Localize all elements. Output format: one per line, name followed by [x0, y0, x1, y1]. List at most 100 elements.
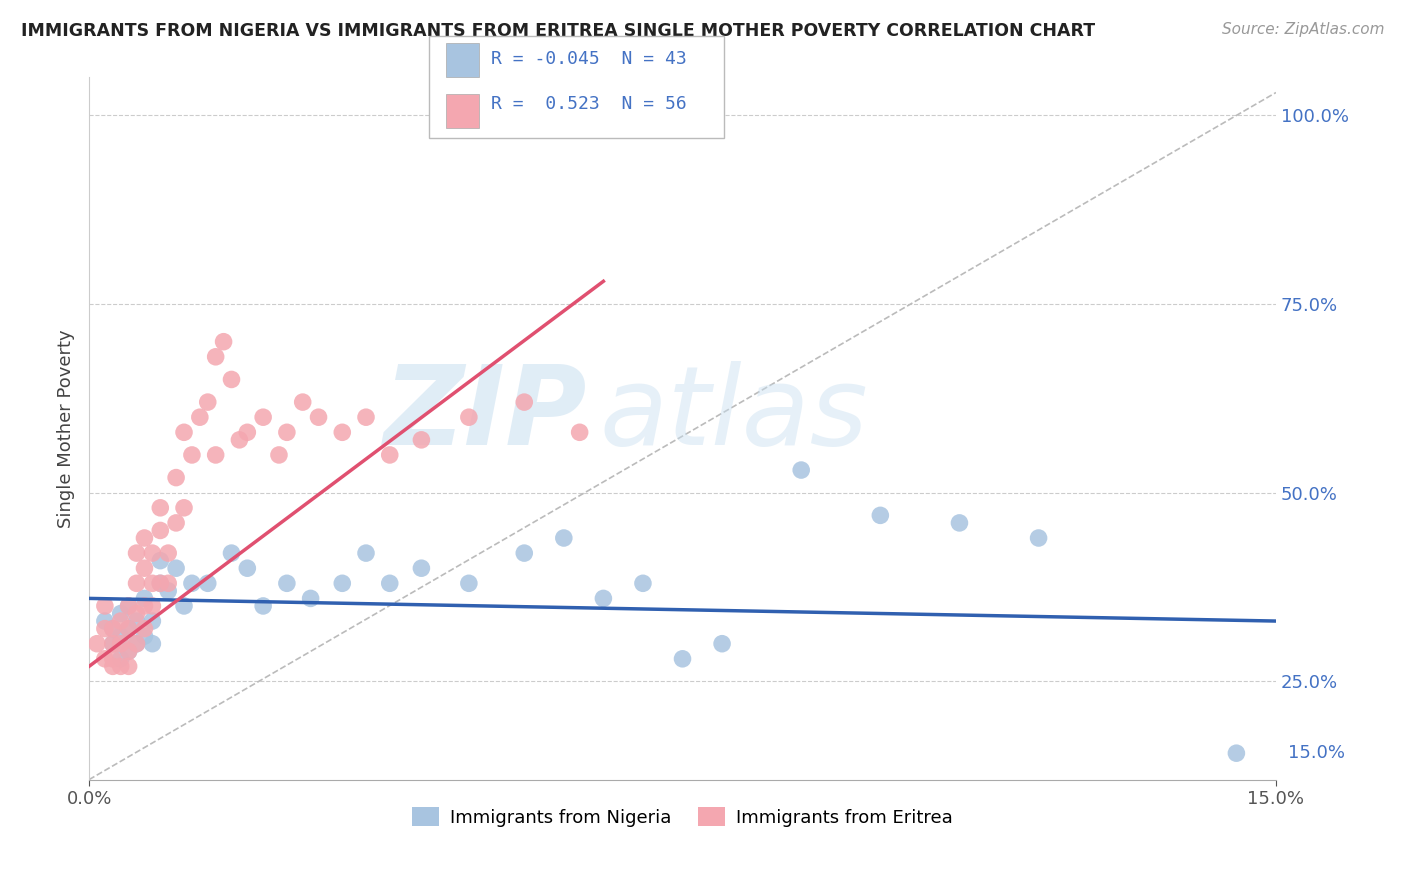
- Point: [165, 561, 187, 575]
- Point: [110, 629, 132, 643]
- Point: [221, 546, 243, 560]
- Point: [157, 576, 180, 591]
- Point: [330, 425, 353, 440]
- Point: [378, 448, 401, 462]
- Point: [141, 599, 163, 613]
- Point: [1028, 531, 1050, 545]
- Point: [267, 448, 290, 462]
- Point: [141, 637, 163, 651]
- Point: [134, 591, 156, 606]
- Point: [157, 583, 180, 598]
- Point: [568, 425, 591, 440]
- Point: [411, 433, 433, 447]
- Point: [457, 410, 479, 425]
- Point: [197, 395, 219, 409]
- Point: [141, 614, 163, 628]
- Point: [101, 652, 124, 666]
- Point: [181, 576, 204, 591]
- Point: [125, 576, 148, 591]
- Text: R =  0.523  N = 56: R = 0.523 N = 56: [491, 95, 686, 113]
- Point: [117, 599, 139, 613]
- Point: [117, 622, 139, 636]
- Point: [141, 546, 163, 560]
- Point: [149, 500, 172, 515]
- Point: [212, 334, 235, 349]
- Point: [236, 561, 259, 575]
- Point: [181, 448, 204, 462]
- Point: [869, 508, 891, 523]
- Point: [125, 637, 148, 651]
- Point: [291, 395, 314, 409]
- Point: [157, 546, 180, 560]
- Point: [671, 652, 693, 666]
- Point: [134, 531, 156, 545]
- Point: [117, 644, 139, 658]
- Point: [117, 644, 139, 658]
- Text: 15.0%: 15.0%: [1288, 744, 1344, 762]
- Point: [948, 516, 970, 530]
- Point: [228, 433, 250, 447]
- Point: [94, 614, 117, 628]
- Point: [513, 546, 536, 560]
- Point: [110, 614, 132, 628]
- Point: [125, 614, 148, 628]
- Point: [631, 576, 654, 591]
- Point: [252, 410, 274, 425]
- Point: [125, 546, 148, 560]
- Text: R = -0.045  N = 43: R = -0.045 N = 43: [491, 50, 686, 68]
- Point: [308, 410, 330, 425]
- Point: [149, 576, 172, 591]
- Point: [149, 576, 172, 591]
- Point: [149, 524, 172, 538]
- Point: [165, 516, 187, 530]
- Point: [101, 622, 124, 636]
- Y-axis label: Single Mother Poverty: Single Mother Poverty: [58, 329, 75, 528]
- Point: [299, 591, 322, 606]
- Point: [117, 622, 139, 636]
- Point: [330, 576, 353, 591]
- Point: [173, 500, 195, 515]
- Point: [94, 599, 117, 613]
- Point: [125, 607, 148, 621]
- Point: [204, 448, 226, 462]
- Point: [236, 425, 259, 440]
- Point: [188, 410, 211, 425]
- Text: IMMIGRANTS FROM NIGERIA VS IMMIGRANTS FROM ERITREA SINGLE MOTHER POVERTY CORRELA: IMMIGRANTS FROM NIGERIA VS IMMIGRANTS FR…: [21, 22, 1095, 40]
- Point: [276, 425, 298, 440]
- Point: [117, 599, 139, 613]
- Point: [86, 637, 108, 651]
- Point: [204, 350, 226, 364]
- Point: [117, 659, 139, 673]
- Point: [149, 554, 172, 568]
- Point: [513, 395, 536, 409]
- Point: [94, 622, 117, 636]
- Point: [173, 599, 195, 613]
- Text: atlas: atlas: [599, 361, 868, 468]
- Point: [354, 546, 377, 560]
- Point: [110, 607, 132, 621]
- Point: [165, 470, 187, 484]
- Text: ZIP: ZIP: [384, 361, 588, 468]
- Point: [1225, 746, 1247, 760]
- Point: [276, 576, 298, 591]
- Point: [94, 652, 117, 666]
- Point: [134, 599, 156, 613]
- Point: [134, 629, 156, 643]
- Legend: Immigrants from Nigeria, Immigrants from Eritrea: Immigrants from Nigeria, Immigrants from…: [405, 800, 960, 834]
- Point: [110, 652, 132, 666]
- Point: [110, 659, 132, 673]
- Point: [221, 372, 243, 386]
- Point: [141, 576, 163, 591]
- Point: [553, 531, 575, 545]
- Point: [134, 622, 156, 636]
- Point: [354, 410, 377, 425]
- Point: [125, 637, 148, 651]
- Text: Source: ZipAtlas.com: Source: ZipAtlas.com: [1222, 22, 1385, 37]
- Point: [252, 599, 274, 613]
- Point: [101, 637, 124, 651]
- Point: [101, 637, 124, 651]
- Point: [134, 561, 156, 575]
- Point: [378, 576, 401, 591]
- Point: [101, 622, 124, 636]
- Point: [411, 561, 433, 575]
